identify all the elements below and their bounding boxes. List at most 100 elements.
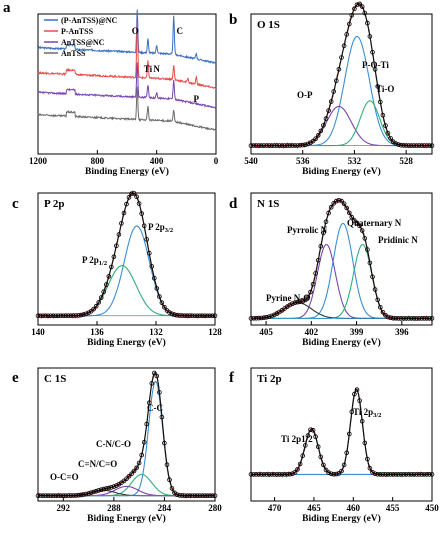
x-tick-label: 280 <box>208 503 222 513</box>
data-point <box>192 493 198 499</box>
peak-label: N <box>153 64 160 74</box>
data-point <box>152 275 157 281</box>
data-point <box>88 490 94 496</box>
data-point <box>83 311 89 317</box>
data-point <box>126 195 132 200</box>
data-point <box>388 315 393 321</box>
data-point <box>159 414 165 420</box>
data-point <box>106 485 112 491</box>
component-curve-2 <box>251 243 432 319</box>
legend-entry: (P-AnTSS)@NC <box>61 16 118 25</box>
data-point <box>48 493 53 499</box>
fit-envelope <box>251 388 432 475</box>
data-point <box>408 316 414 321</box>
series-line-3 <box>37 86 217 132</box>
data-point <box>292 300 298 306</box>
data-point <box>375 297 381 303</box>
data-point <box>174 492 180 498</box>
data-point <box>362 236 368 241</box>
data-point <box>147 400 152 406</box>
data-point <box>344 450 350 456</box>
data-point <box>359 4 365 9</box>
data-point <box>333 198 339 204</box>
data-point <box>256 315 262 321</box>
x-axis-label: Biding Energy (eV) <box>87 513 166 524</box>
x-tick-label: 128 <box>208 327 222 337</box>
data-point <box>416 472 422 477</box>
data-point <box>321 462 326 468</box>
data-point <box>344 205 350 211</box>
panel-f: 470 465 460 455 450 Biding Energy (eV) f Ti 2p T… <box>229 367 439 524</box>
data-point <box>313 136 318 142</box>
data-point <box>187 313 193 319</box>
data-point <box>58 313 64 319</box>
panel-title: P 2p <box>44 198 64 210</box>
data-point <box>385 131 391 136</box>
data-point <box>380 472 386 477</box>
data-point <box>189 313 195 319</box>
data-point <box>333 78 339 83</box>
data-point <box>139 452 145 458</box>
data-point <box>248 316 254 321</box>
data-point <box>375 84 381 89</box>
peak-annotation: P 2p1/2 <box>82 255 107 267</box>
data-point <box>277 472 282 477</box>
data-point <box>403 472 409 477</box>
data-point <box>189 493 195 499</box>
plot-frame <box>37 367 216 502</box>
data-point <box>144 237 150 242</box>
data-point <box>380 309 386 315</box>
data-point <box>336 471 342 476</box>
data-point <box>177 493 182 498</box>
data-point <box>323 467 329 473</box>
data-point <box>144 421 150 427</box>
x-axis-label: Binding Energy (eV) <box>85 166 169 177</box>
data-point <box>266 314 272 320</box>
data-point <box>380 112 386 118</box>
data-point <box>78 312 84 318</box>
data-point <box>202 493 208 499</box>
x-tick-label: 455 <box>386 503 400 513</box>
data-point <box>111 484 117 489</box>
data-point <box>43 493 48 499</box>
legend-entry: AnTSS <box>61 49 86 58</box>
data-point <box>256 472 262 477</box>
data-point <box>292 469 298 475</box>
data-point <box>313 271 318 276</box>
data-point <box>147 250 152 256</box>
data-point <box>279 143 285 148</box>
data-point <box>269 143 275 148</box>
data-point <box>284 143 290 148</box>
x-axis-label: Biding Energy (eV) <box>87 337 166 348</box>
data-point <box>251 143 256 148</box>
data-point <box>365 20 370 26</box>
data-point <box>96 300 101 305</box>
data-point <box>169 486 175 491</box>
data-point <box>253 315 259 321</box>
data-point <box>414 472 419 477</box>
data-point <box>315 444 321 450</box>
data-point <box>55 493 61 499</box>
data-point <box>341 43 347 48</box>
data-point <box>321 230 326 236</box>
data-point <box>388 472 393 477</box>
data-point <box>424 472 430 477</box>
data-point <box>290 301 295 307</box>
data-point <box>174 312 180 318</box>
series-line-1 <box>37 21 217 90</box>
data-point <box>141 439 147 445</box>
component-curve-1 <box>251 105 432 147</box>
data-point <box>300 142 306 148</box>
data-point <box>406 143 412 148</box>
data-point <box>266 472 272 477</box>
data-point <box>131 191 137 196</box>
panel-a: 1200 800 400 0 Binding Energy (eV) a O Ti N C P (P-… <box>3 0 219 177</box>
data-point <box>159 300 165 306</box>
data-point <box>398 472 404 477</box>
data-point <box>139 211 145 216</box>
fit-envelope <box>38 192 215 317</box>
data-point <box>344 32 350 37</box>
data-point <box>169 311 175 317</box>
data-point <box>116 232 122 237</box>
data-point <box>339 468 344 474</box>
